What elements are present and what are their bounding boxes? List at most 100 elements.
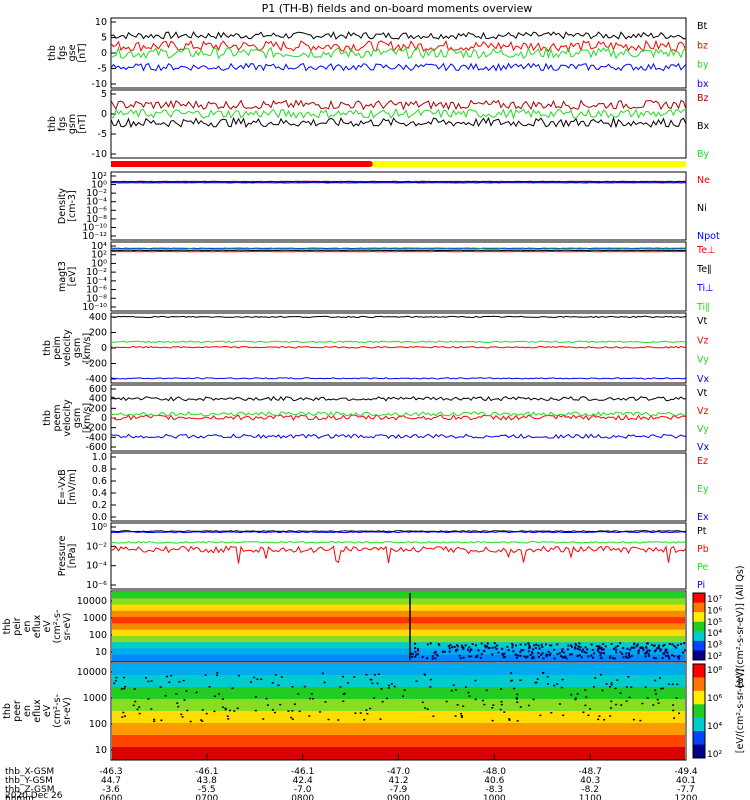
y-tick-label: -200 bbox=[85, 423, 107, 434]
spectrogram-speckle bbox=[486, 642, 489, 645]
x-tick-label: -8.2 bbox=[581, 785, 599, 795]
spectrogram-speckle bbox=[176, 702, 179, 704]
spectrogram-speckle bbox=[583, 651, 586, 654]
spectrogram-speckle bbox=[667, 655, 670, 658]
spectrogram-speckle bbox=[598, 645, 601, 648]
legend-Bt: Bt bbox=[697, 21, 708, 32]
series-line-Pb bbox=[110, 545, 687, 564]
spectrogram-speckle bbox=[542, 672, 545, 674]
spectrogram-band bbox=[112, 699, 685, 712]
spectrogram-speckle bbox=[609, 715, 612, 717]
spectrogram-speckle bbox=[610, 642, 613, 645]
spectrogram-speckle bbox=[231, 687, 234, 689]
colorbar-segment bbox=[693, 744, 705, 759]
spectrogram-speckle bbox=[216, 674, 219, 677]
spectrogram-speckle bbox=[585, 651, 588, 654]
spectrogram-speckle bbox=[467, 691, 470, 694]
spectrogram-speckle bbox=[483, 649, 486, 652]
spectrogram-speckle bbox=[673, 645, 676, 648]
spectrogram-speckle bbox=[519, 706, 522, 708]
y-tick-label: 0.8 bbox=[92, 464, 107, 475]
spectrogram-speckle bbox=[581, 650, 584, 653]
spectrogram-speckle bbox=[661, 687, 664, 690]
spectrogram-speckle bbox=[662, 644, 665, 647]
spectrogram-speckle bbox=[138, 712, 141, 715]
spectrogram-speckle bbox=[386, 697, 389, 700]
spectrogram-speckle bbox=[180, 713, 183, 716]
spectrogram-speckle bbox=[556, 643, 559, 646]
spectrogram-band bbox=[112, 675, 685, 688]
series-line-Vz bbox=[110, 345, 687, 349]
colorbar-tick-label: 10⁵ bbox=[707, 618, 722, 628]
spectrogram-speckle bbox=[381, 700, 384, 703]
x-tick-label: -48.7 bbox=[579, 767, 602, 777]
spectrogram-speckle bbox=[531, 652, 534, 655]
spectrogram-speckle bbox=[132, 704, 135, 707]
spectrogram-speckle bbox=[637, 652, 640, 655]
spectrogram-speckle bbox=[456, 704, 459, 706]
y-tick-label: 10⁻⁶ bbox=[86, 285, 107, 296]
spectrogram-speckle bbox=[533, 644, 536, 647]
spectrogram-speckle bbox=[590, 654, 593, 657]
x-tick-label: -5.5 bbox=[198, 785, 216, 795]
y-axis-label-line: en bbox=[22, 621, 33, 633]
mode-segment bbox=[369, 161, 686, 167]
spectrogram-speckle bbox=[429, 642, 432, 645]
spectrogram-speckle bbox=[249, 681, 252, 683]
y-axis-label-line: eflux bbox=[32, 614, 43, 638]
spectrogram-speckle bbox=[664, 650, 667, 653]
spectrogram-speckle bbox=[321, 672, 324, 675]
spectrogram-speckle bbox=[528, 647, 531, 650]
spectrogram-speckle bbox=[653, 644, 656, 647]
spectrogram-speckle bbox=[426, 657, 429, 660]
spectrogram-speckle bbox=[503, 711, 506, 713]
colorbar-segment bbox=[693, 612, 705, 623]
spectrogram-speckle bbox=[515, 644, 518, 647]
spectrogram-speckle bbox=[477, 649, 480, 652]
spectrogram-speckle bbox=[527, 643, 530, 646]
spectrogram-speckle bbox=[123, 685, 126, 688]
spectrogram-speckle bbox=[522, 649, 525, 652]
spectrogram-speckle bbox=[576, 647, 579, 650]
series-line-Vt bbox=[110, 315, 687, 319]
spectrogram-speckle bbox=[500, 703, 503, 706]
spectrogram-speckle bbox=[493, 642, 496, 645]
y-axis-label-line: velocity bbox=[62, 329, 73, 367]
spectrogram-speckle bbox=[470, 655, 473, 658]
legend-Npot: Npot bbox=[697, 231, 720, 242]
spectrogram-speckle bbox=[574, 642, 577, 645]
legend-Pt: Pt bbox=[697, 526, 707, 537]
spectrogram-speckle bbox=[393, 685, 396, 688]
x-tick-label: 40.3 bbox=[580, 776, 600, 786]
x-tick-label: -49.4 bbox=[674, 767, 698, 777]
spectrogram-band bbox=[112, 747, 685, 760]
y-tick-label: -400 bbox=[85, 374, 107, 385]
y-tick-label: 10⁻¹⁰ bbox=[82, 302, 107, 313]
spectrogram-speckle bbox=[628, 696, 631, 699]
spectrogram-speckle bbox=[228, 709, 231, 712]
y-tick-label: 10 bbox=[95, 647, 107, 658]
spectrogram-speckle bbox=[500, 688, 503, 690]
spectrogram-band bbox=[112, 642, 685, 649]
y-axis-label-line: thb bbox=[47, 116, 58, 132]
spectrogram-speckle bbox=[480, 642, 483, 645]
spectrogram-speckle bbox=[237, 674, 240, 677]
spectrogram-speckle bbox=[558, 703, 561, 705]
legend-Ne: Ne bbox=[697, 175, 710, 186]
x-axis-row-label: thb_Y-GSM bbox=[5, 776, 53, 786]
spectrogram-speckle bbox=[609, 707, 612, 709]
spectrogram-speckle bbox=[515, 656, 518, 659]
spectrogram-speckle bbox=[574, 698, 577, 701]
spectrogram-speckle bbox=[291, 686, 294, 688]
spectrogram-speckle bbox=[271, 682, 274, 684]
spectrogram-speckle bbox=[224, 707, 227, 710]
spectrogram-speckle bbox=[653, 650, 656, 653]
spectrogram-speckle bbox=[644, 655, 647, 658]
legend-Vx: Vx bbox=[697, 442, 709, 453]
series-line-By bbox=[110, 107, 687, 120]
spectrogram-speckle bbox=[195, 691, 198, 694]
spectrogram-speckle bbox=[516, 720, 519, 722]
spectrogram-speckle bbox=[612, 647, 615, 650]
y-tick-label: 100 bbox=[89, 719, 107, 730]
y-axis-label: thbpeirenefluxeV(cm²-s-sr-eV) bbox=[2, 610, 73, 644]
